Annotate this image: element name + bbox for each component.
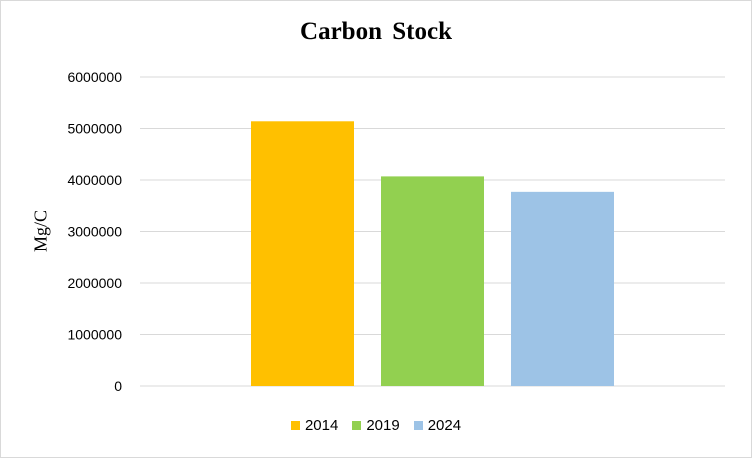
legend-swatch (290, 421, 300, 430)
y-tick-label: 1000000 (67, 327, 122, 343)
legend-item-2024: 2024 (413, 417, 462, 434)
legend-label: 2024 (427, 417, 462, 434)
legend-swatch (352, 421, 362, 430)
bar-2024 (511, 191, 614, 386)
bars (251, 121, 614, 386)
legend-item-2019: 2019 (352, 417, 400, 434)
y-tick-label: 3000000 (67, 224, 122, 240)
chart-title: Carbon Stock (300, 18, 452, 45)
legend-label: 2014 (304, 417, 339, 434)
bar-2019 (381, 176, 484, 386)
legend-swatch (413, 421, 423, 430)
y-tick-labels: 0 1000000 2000000 3000000 4000000 5000000 6000… (67, 69, 122, 394)
y-tick-label: 0 (114, 378, 122, 394)
y-tick-label: 5000000 (67, 121, 122, 137)
bar-2014 (251, 121, 354, 386)
y-tick-label: 2000000 (67, 275, 122, 291)
y-tick-label: 4000000 (67, 172, 122, 188)
y-tick-label: 6000000 (67, 69, 122, 85)
legend-item-2014: 2014 (290, 417, 339, 434)
legend-label: 2019 (366, 417, 400, 434)
legend: 2014 2019 2024 (0, 417, 752, 434)
